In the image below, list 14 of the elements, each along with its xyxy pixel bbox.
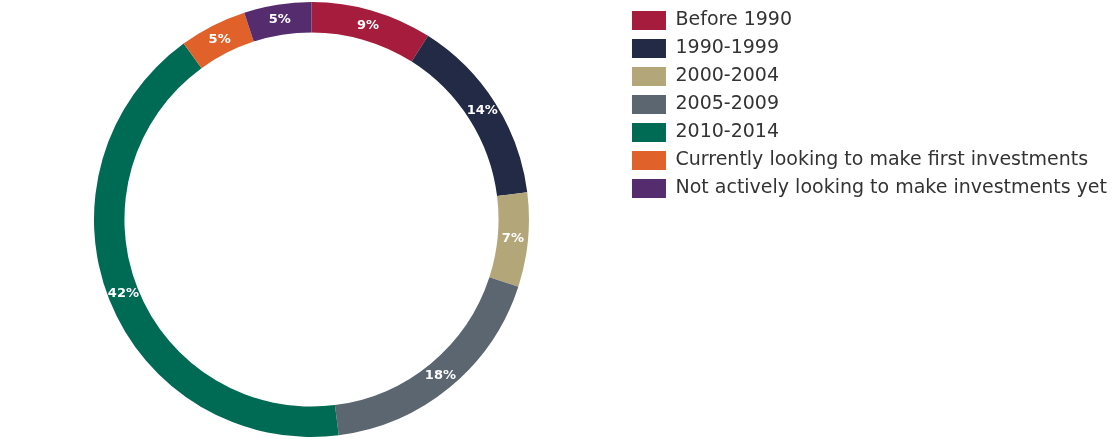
data-label: 5% (208, 30, 231, 46)
legend-label: Not actively looking to make investments yet (675, 175, 1107, 198)
legend-label: 2010-2014 (675, 119, 780, 142)
data-label: 14% (466, 102, 498, 118)
legend-label: 2005-2009 (675, 91, 780, 114)
data-label: 7% (501, 229, 524, 245)
legend-label: Before 1990 (675, 7, 792, 30)
legend-label: Currently looking to make first investments (675, 147, 1089, 170)
legend-label: 1990-1999 (675, 35, 780, 58)
data-label: 9% (356, 16, 379, 32)
legend-label: 2000-2004 (675, 63, 780, 86)
data-label: 42% (107, 285, 139, 301)
data-label: 18% (424, 366, 456, 382)
data-label: 5% (268, 11, 291, 27)
